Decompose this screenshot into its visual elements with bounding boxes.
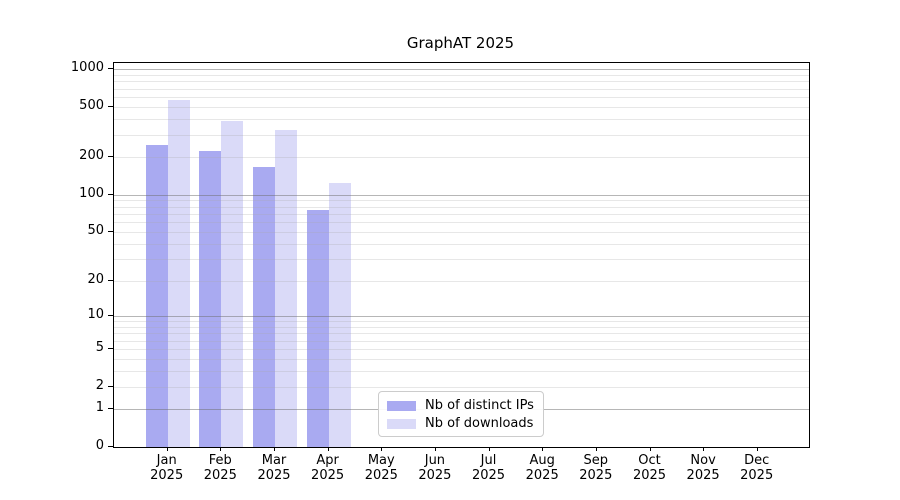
x-tick-mark <box>274 447 275 451</box>
gridline-minor <box>114 200 809 202</box>
y-tick-label: 200 <box>79 148 104 163</box>
y-tick-mark <box>108 68 113 70</box>
y-tick-mark <box>108 385 113 387</box>
bar-downloads <box>167 99 190 447</box>
y-tick-label: 10 <box>87 306 104 322</box>
y-tick-label: 50 <box>87 223 104 238</box>
bar-distinct-ips <box>199 151 222 447</box>
x-tick-label: Mar 2025 <box>257 453 291 483</box>
bar-distinct-ips <box>253 166 275 447</box>
gridline-minor <box>114 119 809 121</box>
y-tick-mark <box>108 314 113 316</box>
gridline-minor <box>114 326 809 328</box>
legend: Nb of distinct IPs Nb of downloads <box>378 391 544 437</box>
x-tick-mark <box>703 447 705 451</box>
legend-label: Nb of distinct IPs <box>425 397 534 413</box>
y-tick-mark <box>108 193 113 195</box>
x-tick-label: Dec 2025 <box>740 453 774 483</box>
y-tick-mark <box>108 156 113 157</box>
gridline-minor <box>114 359 809 360</box>
gridline-minor <box>114 386 809 388</box>
y-tick-label: 20 <box>87 271 104 287</box>
x-tick-label: Feb 2025 <box>203 453 237 483</box>
gridline-minor <box>114 371 809 373</box>
x-tick-label: May 2025 <box>364 453 398 483</box>
bar-distinct-ips <box>306 209 329 447</box>
y-tick-label: 2 <box>95 377 104 393</box>
y-tick-mark <box>108 106 113 108</box>
x-tick-mark <box>649 447 651 451</box>
gridline-minor <box>114 259 809 261</box>
gridline-minor <box>114 222 809 224</box>
gridline-minor <box>114 134 809 136</box>
gridline-minor <box>114 333 809 335</box>
x-tick-label: Nov 2025 <box>686 453 720 483</box>
x-tick-mark <box>595 447 597 451</box>
gridline-minor <box>114 157 809 158</box>
gridline-minor <box>114 88 809 90</box>
x-tick-mark <box>166 447 168 451</box>
gridline-minor <box>114 349 809 350</box>
x-tick-label: Jun 2025 <box>418 453 452 483</box>
plot-area <box>113 62 810 448</box>
gridline-minor <box>114 97 809 99</box>
gridline-minor <box>114 107 809 109</box>
gridline-minor <box>114 206 809 208</box>
x-tick-mark <box>488 447 490 451</box>
x-tick-mark <box>756 447 758 451</box>
gridline-minor <box>114 81 809 83</box>
x-tick-label: Jan 2025 <box>150 453 184 483</box>
legend-item: Nb of downloads <box>387 415 535 432</box>
x-tick-mark <box>327 447 329 451</box>
gridline-minor <box>114 321 809 323</box>
bar-downloads <box>221 120 244 447</box>
legend-item: Nb of distinct IPs <box>387 397 535 414</box>
gridline-minor <box>114 280 809 282</box>
y-tick-label: 0 <box>95 438 104 453</box>
x-tick-mark <box>220 447 222 451</box>
y-tick-label: 5 <box>95 340 104 355</box>
legend-label: Nb of downloads <box>425 415 534 431</box>
y-tick-label: 500 <box>79 98 104 114</box>
y-tick-mark <box>108 231 113 232</box>
gridline-major <box>114 315 809 317</box>
gridline-minor <box>114 232 809 233</box>
x-tick-label: Sep 2025 <box>579 453 613 483</box>
gridline-minor <box>114 75 809 76</box>
bars-layer <box>114 63 809 447</box>
legend-swatch <box>387 418 416 429</box>
x-tick-label: Jul 2025 <box>471 453 506 483</box>
gridline-major <box>114 69 809 71</box>
y-tick-mark <box>108 408 113 410</box>
grid-layer <box>114 63 809 447</box>
legend-swatch <box>387 400 416 411</box>
x-tick-mark <box>434 447 436 451</box>
y-tick-mark <box>108 446 113 447</box>
x-tick-label: Oct 2025 <box>632 453 667 483</box>
bar-downloads <box>328 183 351 447</box>
x-tick-mark <box>381 447 383 451</box>
x-tick-label: Aug 2025 <box>525 453 559 483</box>
gridline-minor <box>114 340 809 342</box>
y-tick-label: 100 <box>79 185 104 201</box>
y-tick-label: 1 <box>95 400 104 416</box>
chart-title: GraphAT 2025 <box>406 34 515 52</box>
gridline-major <box>114 194 809 196</box>
bar-distinct-ips <box>145 144 168 447</box>
y-tick-mark <box>108 279 113 281</box>
y-tick-label: 1000 <box>70 60 104 76</box>
x-tick-label: Apr 2025 <box>311 453 345 483</box>
y-tick-mark <box>108 348 113 349</box>
bar-downloads <box>275 129 297 447</box>
gridline-minor <box>114 213 809 215</box>
x-tick-mark <box>542 447 544 451</box>
gridline-minor <box>114 243 809 245</box>
